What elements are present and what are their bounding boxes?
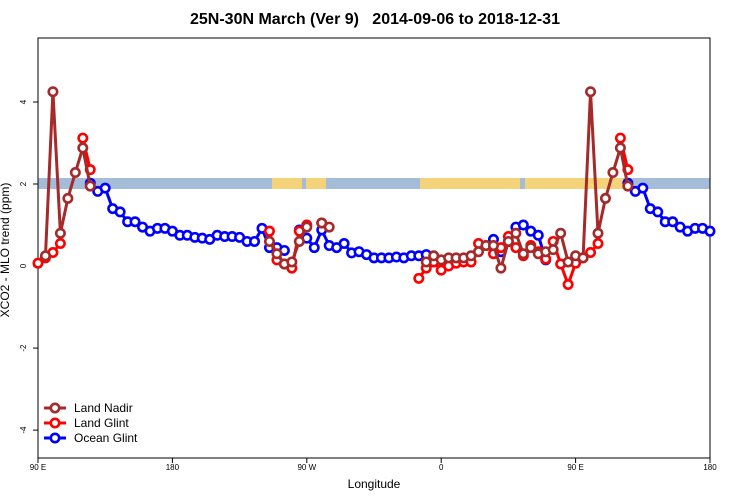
y-tick-label: -4 <box>19 426 28 434</box>
legend-marker <box>49 402 61 414</box>
data-point <box>517 248 529 260</box>
data-point <box>54 237 66 249</box>
x-tick-label: 180 <box>703 463 717 472</box>
data-point <box>592 227 604 239</box>
data-point <box>99 182 111 194</box>
data-point <box>495 262 507 274</box>
data-point <box>577 252 589 264</box>
data-point <box>562 256 574 268</box>
data-point <box>614 132 626 144</box>
data-point <box>532 229 544 241</box>
data-point <box>637 182 649 194</box>
data-point <box>704 225 716 237</box>
series <box>39 86 634 274</box>
data-point <box>562 279 574 291</box>
y-tick-label: 0 <box>19 263 28 268</box>
data-point <box>301 221 313 233</box>
data-point <box>263 225 275 237</box>
data-point <box>84 180 96 192</box>
data-point <box>420 256 432 268</box>
data-point <box>599 192 611 204</box>
data-point <box>667 216 679 228</box>
data-point <box>69 167 81 179</box>
plot-frame <box>37 37 711 459</box>
ocean-strip <box>38 178 710 189</box>
land-strip <box>306 178 326 189</box>
data-point <box>263 235 275 247</box>
data-point <box>585 247 597 259</box>
data-point <box>592 237 604 249</box>
land-strip <box>272 178 302 189</box>
x-tick-label: 90 E <box>30 463 46 472</box>
data-point <box>249 235 261 247</box>
data-point <box>607 167 619 179</box>
data-point <box>413 272 425 284</box>
land-strip <box>525 178 623 189</box>
data-point <box>286 256 298 268</box>
y-tick-label: 4 <box>19 99 28 104</box>
data-point <box>510 227 522 239</box>
data-point <box>622 180 634 192</box>
data-point <box>473 246 485 258</box>
data-point <box>614 142 626 154</box>
x-tick-label: 180 <box>166 463 180 472</box>
legend-marker <box>49 432 61 444</box>
data-point <box>114 206 126 218</box>
data-point <box>62 192 74 204</box>
chart-title: 25N-30N March (Ver 9) 2014-09-06 to 2018… <box>190 11 560 28</box>
series <box>84 177 716 266</box>
data-point <box>517 219 529 231</box>
data-point <box>47 86 59 98</box>
legend-label: Ocean Glint <box>74 431 138 445</box>
data-point <box>77 142 89 154</box>
legend-label: Land Nadir <box>74 401 133 415</box>
data-point <box>77 132 89 144</box>
data-point <box>323 221 335 233</box>
data-point <box>308 242 320 254</box>
data-point <box>32 257 44 269</box>
data-point <box>487 240 499 252</box>
legend-label: Land Glint <box>74 416 129 430</box>
y-tick-label: 2 <box>19 181 28 186</box>
data-point <box>271 248 283 260</box>
data-point <box>39 250 51 262</box>
y-axis-label: XCO2 - MLO trend (ppm) <box>0 183 12 318</box>
series-line <box>43 91 92 256</box>
data-point <box>547 244 559 256</box>
data-point <box>652 206 664 218</box>
data-point <box>555 227 567 239</box>
data-point <box>525 242 537 254</box>
data-point <box>293 235 305 247</box>
land-ocean-strip <box>38 178 710 189</box>
data-point <box>54 227 66 239</box>
land-strip <box>420 178 520 189</box>
x-tick-label: 0 <box>439 463 444 472</box>
x-tick-label: 90 E <box>567 463 583 472</box>
x-axis-label: Longitude <box>348 477 401 491</box>
data-point <box>585 86 597 98</box>
data-point <box>338 237 350 249</box>
data-point <box>502 235 514 247</box>
y-tick-label: -2 <box>19 344 28 352</box>
data-point <box>129 216 141 228</box>
legend-marker <box>49 417 61 429</box>
x-tick-label: 90 W <box>297 463 316 472</box>
